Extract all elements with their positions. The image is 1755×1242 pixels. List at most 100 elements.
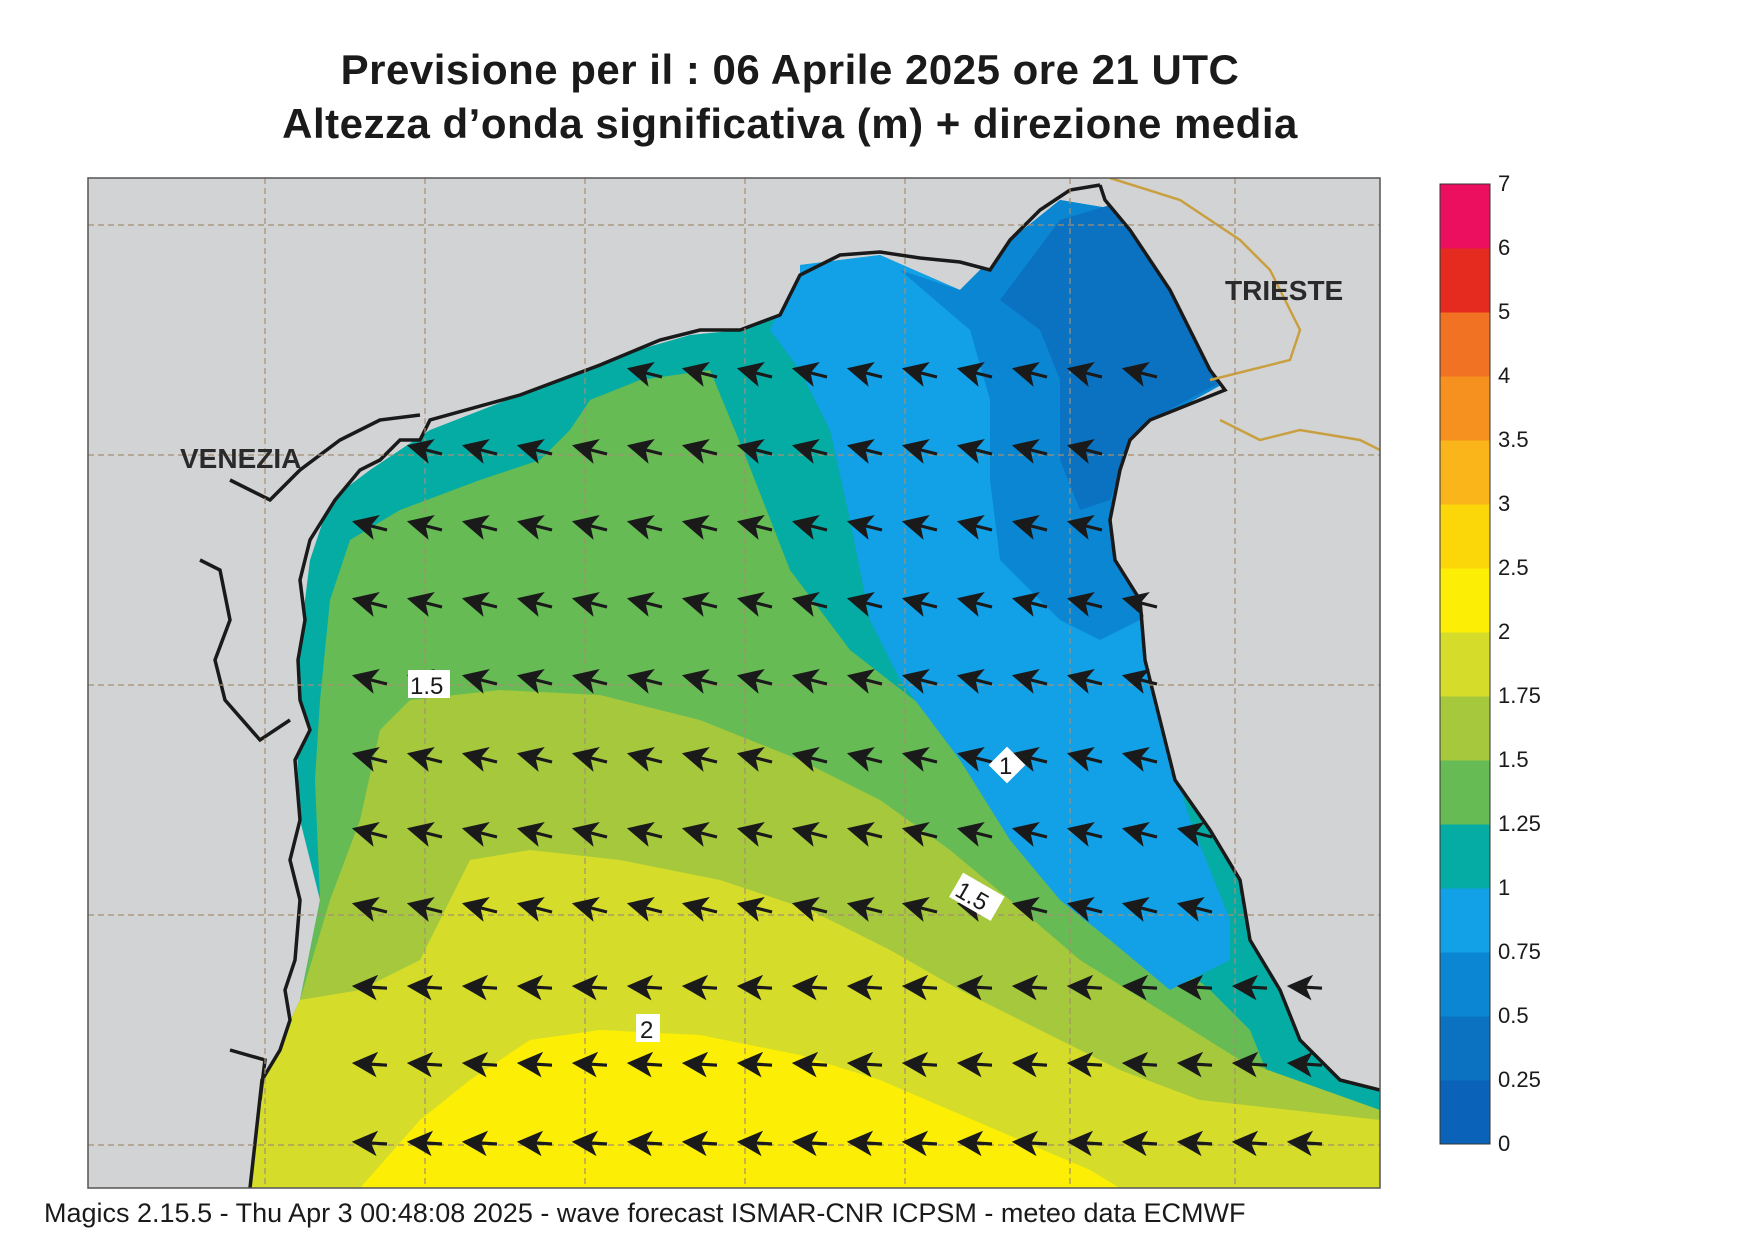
wave-arrow: [1066, 897, 1103, 922]
wave-arrow: [791, 362, 828, 387]
wave-arrow: [1176, 1051, 1213, 1078]
wave-arrow: [1011, 1051, 1048, 1078]
wave-arrow: [571, 1130, 608, 1157]
wave-arrow: [791, 1051, 828, 1078]
wave-arrow: [901, 747, 938, 772]
wave-arrow: [626, 669, 663, 694]
wave-arrow: [901, 1130, 938, 1157]
wave-arrow: [626, 515, 663, 540]
wave-arrow: [406, 822, 443, 847]
wave-arrow: [626, 592, 663, 617]
wave-arrow: [461, 747, 498, 772]
wave-arrow: [956, 592, 993, 617]
wave-arrow: [461, 822, 498, 847]
wave-arrow: [681, 822, 718, 847]
colorbar-tick-label: 2.5: [1498, 555, 1529, 580]
wave-arrow: [1286, 974, 1323, 1001]
wave-arrow: [791, 747, 828, 772]
colorbar-swatch: [1440, 888, 1490, 953]
wave-arrow: [901, 974, 938, 1001]
wave-arrow: [736, 362, 773, 387]
colorbar-swatch: [1440, 376, 1490, 441]
wave-arrow: [516, 897, 553, 922]
wave-arrow: [956, 515, 993, 540]
wave-arrow: [406, 897, 443, 922]
label-venezia: VENEZIA: [180, 443, 301, 474]
colorbar-tick-label: 4: [1498, 363, 1511, 388]
wave-arrow: [571, 822, 608, 847]
wave-arrow: [626, 1130, 663, 1157]
wave-arrow: [406, 592, 443, 617]
wave-arrow: [956, 362, 993, 387]
wave-direction-arrows: [351, 362, 1323, 1157]
colorbar-swatch: [1440, 632, 1490, 697]
wave-arrow: [461, 974, 498, 1001]
wave-arrow: [1011, 592, 1048, 617]
wave-arrow: [736, 1130, 773, 1157]
wave-arrow: [1011, 974, 1048, 1001]
wave-arrow: [681, 1051, 718, 1078]
wave-arrow: [1066, 974, 1103, 1001]
wave-arrow: [846, 362, 883, 387]
wave-arrow: [901, 362, 938, 387]
wave-arrow: [791, 822, 828, 847]
land-west: [88, 178, 800, 1188]
wave-arrow: [571, 897, 608, 922]
wave-arrow: [846, 439, 883, 464]
colorbar-frame: [1439, 183, 1491, 1145]
wave-arrow: [626, 439, 663, 464]
map-subtitle: Altezza d’onda significativa (m) + direz…: [282, 100, 1298, 147]
map-frame: [87, 177, 1381, 1189]
wave-arrow: [516, 439, 553, 464]
wave-arrow: [351, 669, 388, 694]
wave-arrow: [901, 822, 938, 847]
colorbar-swatch: [1440, 248, 1490, 313]
wave-arrow: [736, 515, 773, 540]
wave-arrow: [351, 974, 388, 1001]
wave-arrow: [901, 669, 938, 694]
sea-band-2-2.5: [360, 1030, 1120, 1188]
colorbar-swatch: [1440, 184, 1490, 249]
land-southwest: [88, 1050, 265, 1188]
wave-arrow: [1121, 362, 1158, 387]
wave-arrow: [461, 1051, 498, 1078]
map-title: Previsione per il : 06 Aprile 2025 ore 2…: [340, 46, 1240, 93]
colorbar-swatch: [1440, 760, 1490, 825]
wave-arrow: [1011, 747, 1048, 772]
wave-arrow: [1121, 822, 1158, 847]
wave-arrow: [1121, 747, 1158, 772]
wave-arrow: [1176, 1130, 1213, 1157]
wave-arrow: [516, 515, 553, 540]
wave-arrow: [1066, 439, 1103, 464]
wave-arrow: [846, 1051, 883, 1078]
wave-arrow: [736, 974, 773, 1001]
wave-arrow: [1121, 897, 1158, 922]
wave-arrow: [1066, 747, 1103, 772]
wave-arrow: [681, 362, 718, 387]
wave-arrow: [1066, 1051, 1103, 1078]
colorbar-swatch: [1440, 952, 1490, 1017]
colorbar-swatch: [1440, 1016, 1490, 1081]
colorbar-swatch: [1440, 824, 1490, 889]
wave-arrow: [626, 362, 663, 387]
contour-label-east-a: 1: [999, 753, 1012, 780]
wave-arrow: [1011, 897, 1048, 922]
wave-arrow: [626, 897, 663, 922]
wave-arrow: [681, 1130, 718, 1157]
sea-band-0.25-0.5: [1000, 205, 1225, 510]
wave-arrow: [406, 974, 443, 1001]
wave-arrow: [406, 747, 443, 772]
colorbar-tick-label: 1.5: [1498, 747, 1529, 772]
wave-arrow: [571, 592, 608, 617]
contour-label-south: 2: [640, 1017, 653, 1044]
wave-arrow: [351, 897, 388, 922]
wave-arrow: [956, 822, 993, 847]
wave-arrow: [846, 822, 883, 847]
wave-arrow: [406, 439, 443, 464]
contour-label-bg: [408, 670, 450, 698]
wave-arrow: [351, 822, 388, 847]
colorbar-tick-label: 1: [1498, 875, 1511, 900]
colorbar-tick-label: 0.25: [1498, 1067, 1541, 1092]
wave-arrow: [1066, 362, 1103, 387]
colorbar-swatch: [1440, 312, 1490, 377]
